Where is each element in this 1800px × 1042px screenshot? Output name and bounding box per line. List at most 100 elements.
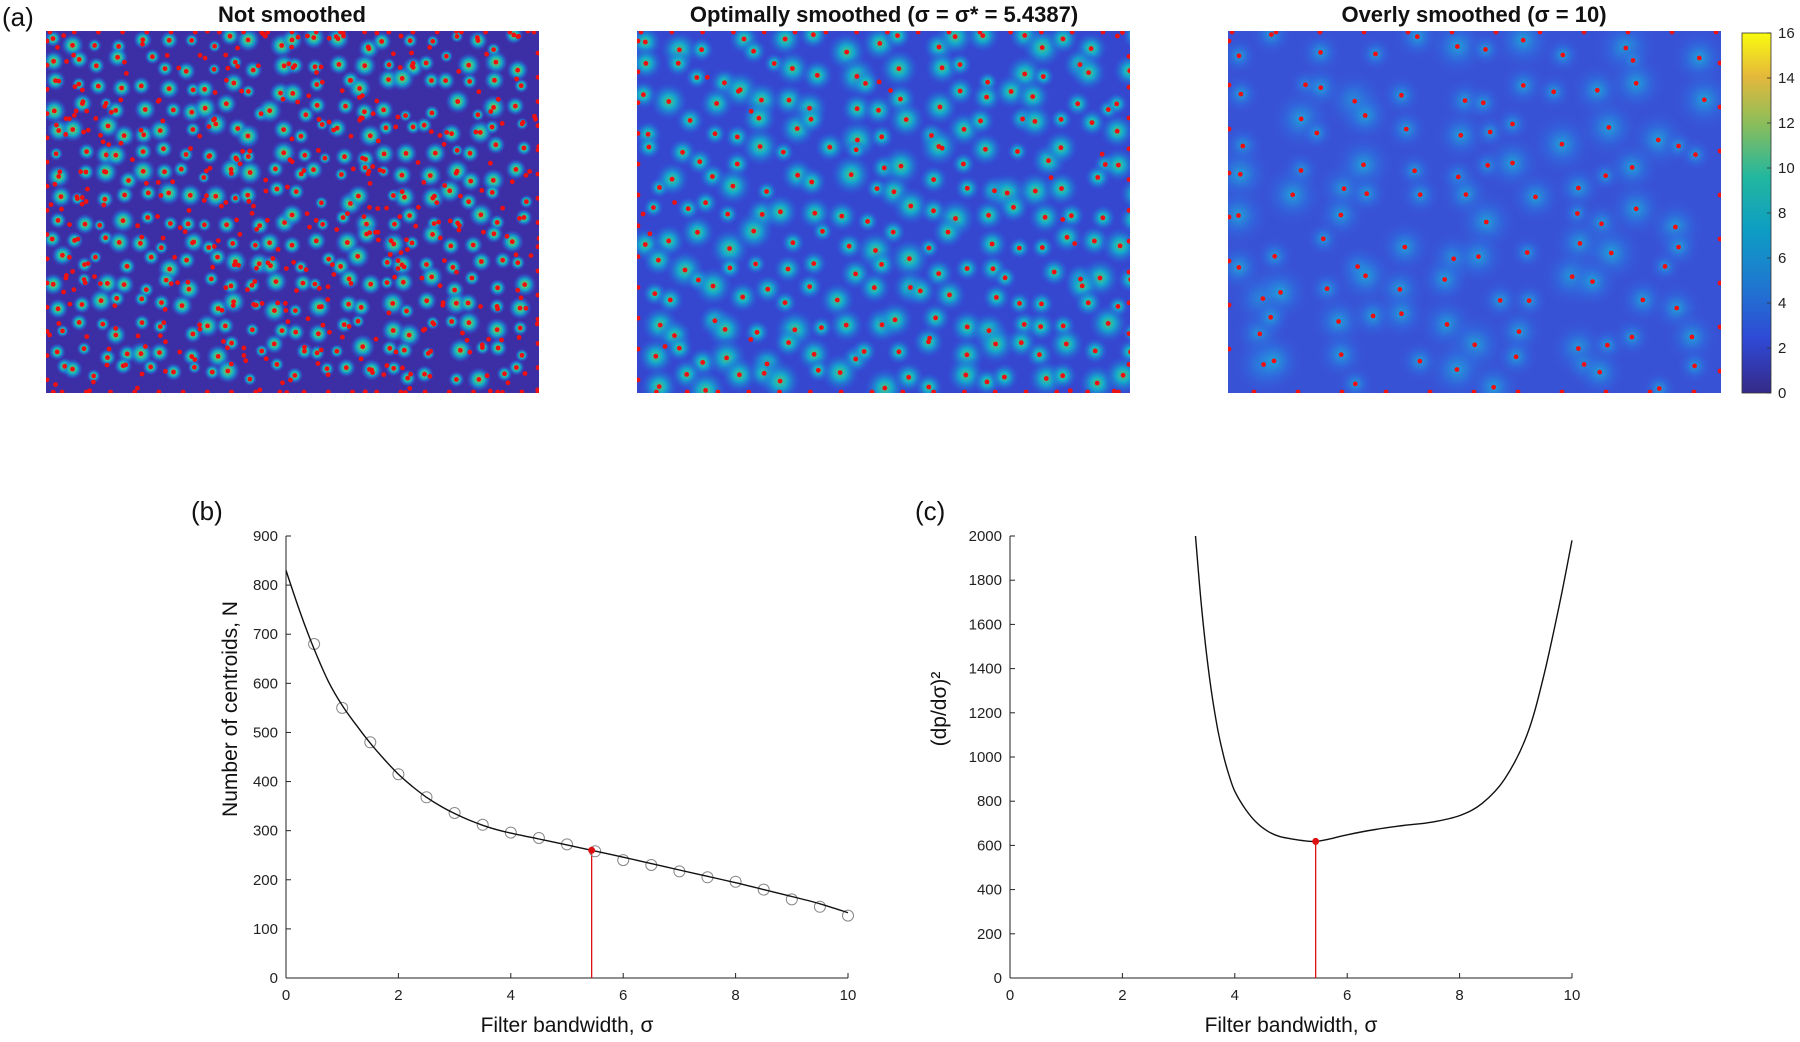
centroid-marker bbox=[280, 380, 285, 386]
centroid-marker bbox=[400, 365, 405, 371]
centroid-marker bbox=[278, 90, 283, 96]
centroid-marker bbox=[105, 123, 111, 129]
centroid-marker bbox=[1480, 100, 1486, 106]
centroid-marker bbox=[509, 179, 515, 185]
centroid-marker bbox=[49, 236, 55, 242]
centroid-marker bbox=[91, 373, 97, 379]
centroid-marker bbox=[1689, 334, 1695, 340]
centroid-marker bbox=[727, 265, 733, 271]
centroid-marker bbox=[536, 236, 539, 241]
centroid-marker bbox=[667, 297, 673, 303]
centroid-marker bbox=[515, 260, 521, 266]
centroid-marker bbox=[1472, 342, 1478, 348]
centroid-marker bbox=[1717, 104, 1721, 110]
centroid-marker bbox=[792, 31, 798, 35]
centroid-marker bbox=[421, 180, 427, 185]
centroid-marker bbox=[531, 31, 537, 35]
centroid-marker bbox=[100, 139, 106, 145]
centroid-marker bbox=[464, 337, 470, 343]
centroid-marker bbox=[324, 366, 330, 372]
centroid-marker bbox=[1085, 300, 1091, 306]
centroid-marker bbox=[458, 193, 463, 199]
centroid-marker bbox=[357, 86, 362, 91]
centroid-marker bbox=[1268, 32, 1274, 37]
centroid-marker bbox=[645, 131, 651, 137]
centroid-marker bbox=[637, 100, 641, 105]
centroid-marker bbox=[436, 219, 441, 225]
centroid-marker bbox=[1717, 148, 1721, 154]
centroid-marker bbox=[1599, 221, 1604, 227]
centroid-marker bbox=[240, 148, 246, 154]
centroid-marker bbox=[143, 287, 149, 293]
centroid-marker bbox=[123, 362, 129, 368]
centroid-marker bbox=[953, 216, 958, 221]
centroid-marker bbox=[397, 214, 403, 220]
colorbar-ticks: 0 2 4 6 8 10 12 14 16 bbox=[1767, 25, 1795, 402]
colorbar-tick-label: 6 bbox=[1778, 250, 1786, 267]
centroid-marker bbox=[986, 212, 991, 218]
centroid-marker bbox=[839, 213, 845, 219]
centroid-marker bbox=[455, 99, 461, 104]
centroid-marker bbox=[1260, 296, 1266, 301]
centroid-marker bbox=[234, 157, 240, 162]
centroid-marker bbox=[159, 300, 164, 305]
centroid-marker bbox=[368, 281, 374, 287]
centroid-marker bbox=[1105, 107, 1111, 112]
centroid-marker bbox=[325, 372, 331, 378]
centroid-marker bbox=[489, 124, 495, 130]
centroid-marker bbox=[535, 244, 539, 250]
centroid-marker bbox=[186, 286, 192, 292]
centroid-marker bbox=[527, 169, 532, 174]
centroid-marker bbox=[896, 66, 902, 72]
centroid-marker bbox=[367, 133, 373, 139]
centroid-marker bbox=[222, 323, 228, 329]
centroid-marker bbox=[251, 203, 256, 209]
y-tick-label: 1800 bbox=[969, 572, 1002, 589]
heatmap-optimally-smoothed bbox=[637, 31, 1130, 393]
centroid-marker bbox=[187, 192, 193, 198]
centroid-marker bbox=[1676, 244, 1681, 250]
centroid-marker bbox=[395, 258, 401, 264]
centroid-marker bbox=[535, 220, 539, 225]
centroid-marker bbox=[163, 277, 169, 283]
centroid-marker bbox=[896, 349, 902, 355]
centroid-marker bbox=[391, 365, 397, 371]
density-blob bbox=[1122, 322, 1130, 343]
centroid-marker bbox=[50, 281, 56, 287]
centroid-marker bbox=[1261, 362, 1266, 367]
centroid-marker bbox=[384, 260, 390, 265]
centroid-marker bbox=[500, 205, 505, 211]
centroid-marker bbox=[239, 88, 245, 94]
centroid-marker bbox=[523, 305, 529, 311]
centroid-marker bbox=[725, 211, 731, 217]
centroid-marker bbox=[740, 294, 746, 300]
centroid-marker bbox=[401, 264, 407, 270]
centroid-marker bbox=[939, 65, 945, 71]
centroid-marker bbox=[291, 259, 296, 265]
centroid-marker bbox=[447, 218, 453, 224]
centroid-marker bbox=[314, 102, 320, 108]
centroid-marker bbox=[456, 227, 462, 233]
centroid-marker bbox=[231, 80, 237, 86]
centroid-marker bbox=[67, 301, 73, 307]
centroid-marker bbox=[122, 59, 127, 65]
centroid-marker bbox=[1605, 342, 1610, 348]
centroid-marker bbox=[931, 208, 936, 214]
centroid-marker bbox=[155, 214, 161, 219]
centroid-marker bbox=[334, 348, 340, 354]
centroid-marker bbox=[676, 345, 682, 351]
centroid-marker bbox=[245, 287, 250, 293]
centroid-marker bbox=[140, 168, 146, 174]
centroid-marker bbox=[777, 378, 783, 384]
centroid-marker bbox=[265, 217, 270, 223]
centroid-marker bbox=[1059, 186, 1064, 191]
density-blob bbox=[935, 31, 975, 57]
chart-b-plot-area bbox=[285, 570, 854, 978]
centroid-marker bbox=[148, 254, 154, 260]
centroid-marker bbox=[135, 385, 140, 391]
centroid-marker bbox=[401, 347, 407, 353]
centroid-marker bbox=[379, 39, 385, 44]
centroid-marker bbox=[424, 262, 429, 267]
centroid-marker bbox=[697, 159, 703, 165]
centroid-marker bbox=[60, 252, 65, 258]
